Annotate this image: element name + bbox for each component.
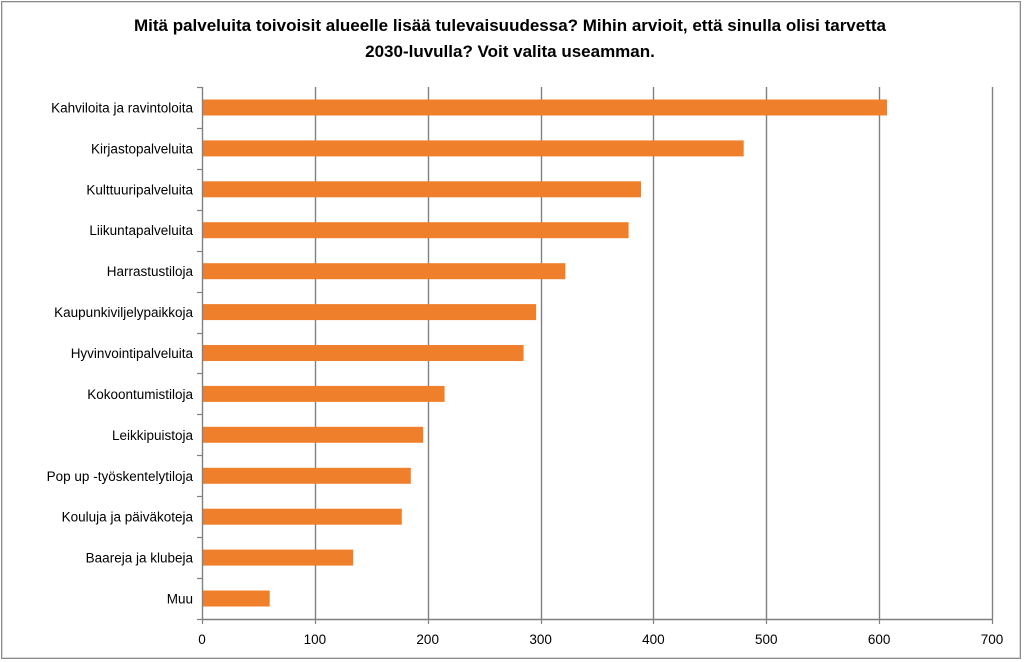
bar [202,222,629,239]
bar [202,345,524,361]
x-tick-label: 0 [198,632,206,647]
bar [202,508,402,525]
bar [202,263,566,280]
bar [202,549,354,566]
bar [202,590,270,607]
category-label: Liikuntapalveluita [89,223,193,238]
bar [202,426,424,443]
category-label: Kouluja ja päiväkoteja [62,510,194,525]
chart-title-line-1: Mitä palveluita toivoisit alueelle lisää… [133,16,886,35]
chart-title: Mitä palveluita toivoisit alueelle lisää… [60,13,960,65]
x-tick-label: 500 [755,632,778,647]
bar [202,140,744,157]
category-label: Muu [167,592,193,607]
category-label: Kokoontumistiloja [87,387,193,402]
x-tick-label: 100 [304,632,327,647]
category-label: Pop up -työskentelytiloja [47,469,194,484]
category-label: Hyvinvointipalveluita [71,346,194,361]
chart-title-line-2: 2030-luvulla? Voit valita useamman. [365,42,655,61]
category-label: Kulttuuripalveluita [86,182,193,197]
bar [202,304,537,321]
category-label: Harrastustiloja [107,264,194,279]
category-label: Leikkipuistoja [112,428,194,443]
bar [202,181,641,198]
x-tick-label: 600 [868,632,891,647]
bar [202,467,411,484]
category-label: Kirjastopalveluita [91,141,194,156]
bar [202,99,887,116]
category-label: Kaupunkiviljelypaikkoja [54,305,193,320]
x-tick-label: 300 [529,632,552,647]
x-tick-label: 200 [416,632,439,647]
x-tick-label: 400 [642,632,665,647]
bar [202,385,445,402]
category-label: Baareja ja klubeja [86,551,194,566]
x-tick-label: 700 [981,632,1004,647]
category-label: Kahviloita ja ravintoloita [51,101,193,116]
